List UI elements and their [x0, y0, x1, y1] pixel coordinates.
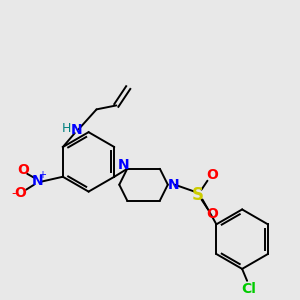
- Text: O: O: [206, 207, 218, 221]
- Text: O: O: [206, 168, 218, 182]
- Text: S: S: [191, 186, 203, 204]
- Text: O: O: [14, 186, 26, 200]
- Text: H: H: [62, 122, 71, 135]
- Text: N: N: [31, 174, 43, 188]
- Text: N: N: [71, 123, 82, 137]
- Text: N: N: [168, 178, 180, 192]
- Text: -: -: [11, 187, 16, 200]
- Text: Cl: Cl: [242, 282, 256, 296]
- Text: N: N: [117, 158, 129, 172]
- Text: O: O: [17, 163, 29, 177]
- Text: +: +: [38, 170, 46, 180]
